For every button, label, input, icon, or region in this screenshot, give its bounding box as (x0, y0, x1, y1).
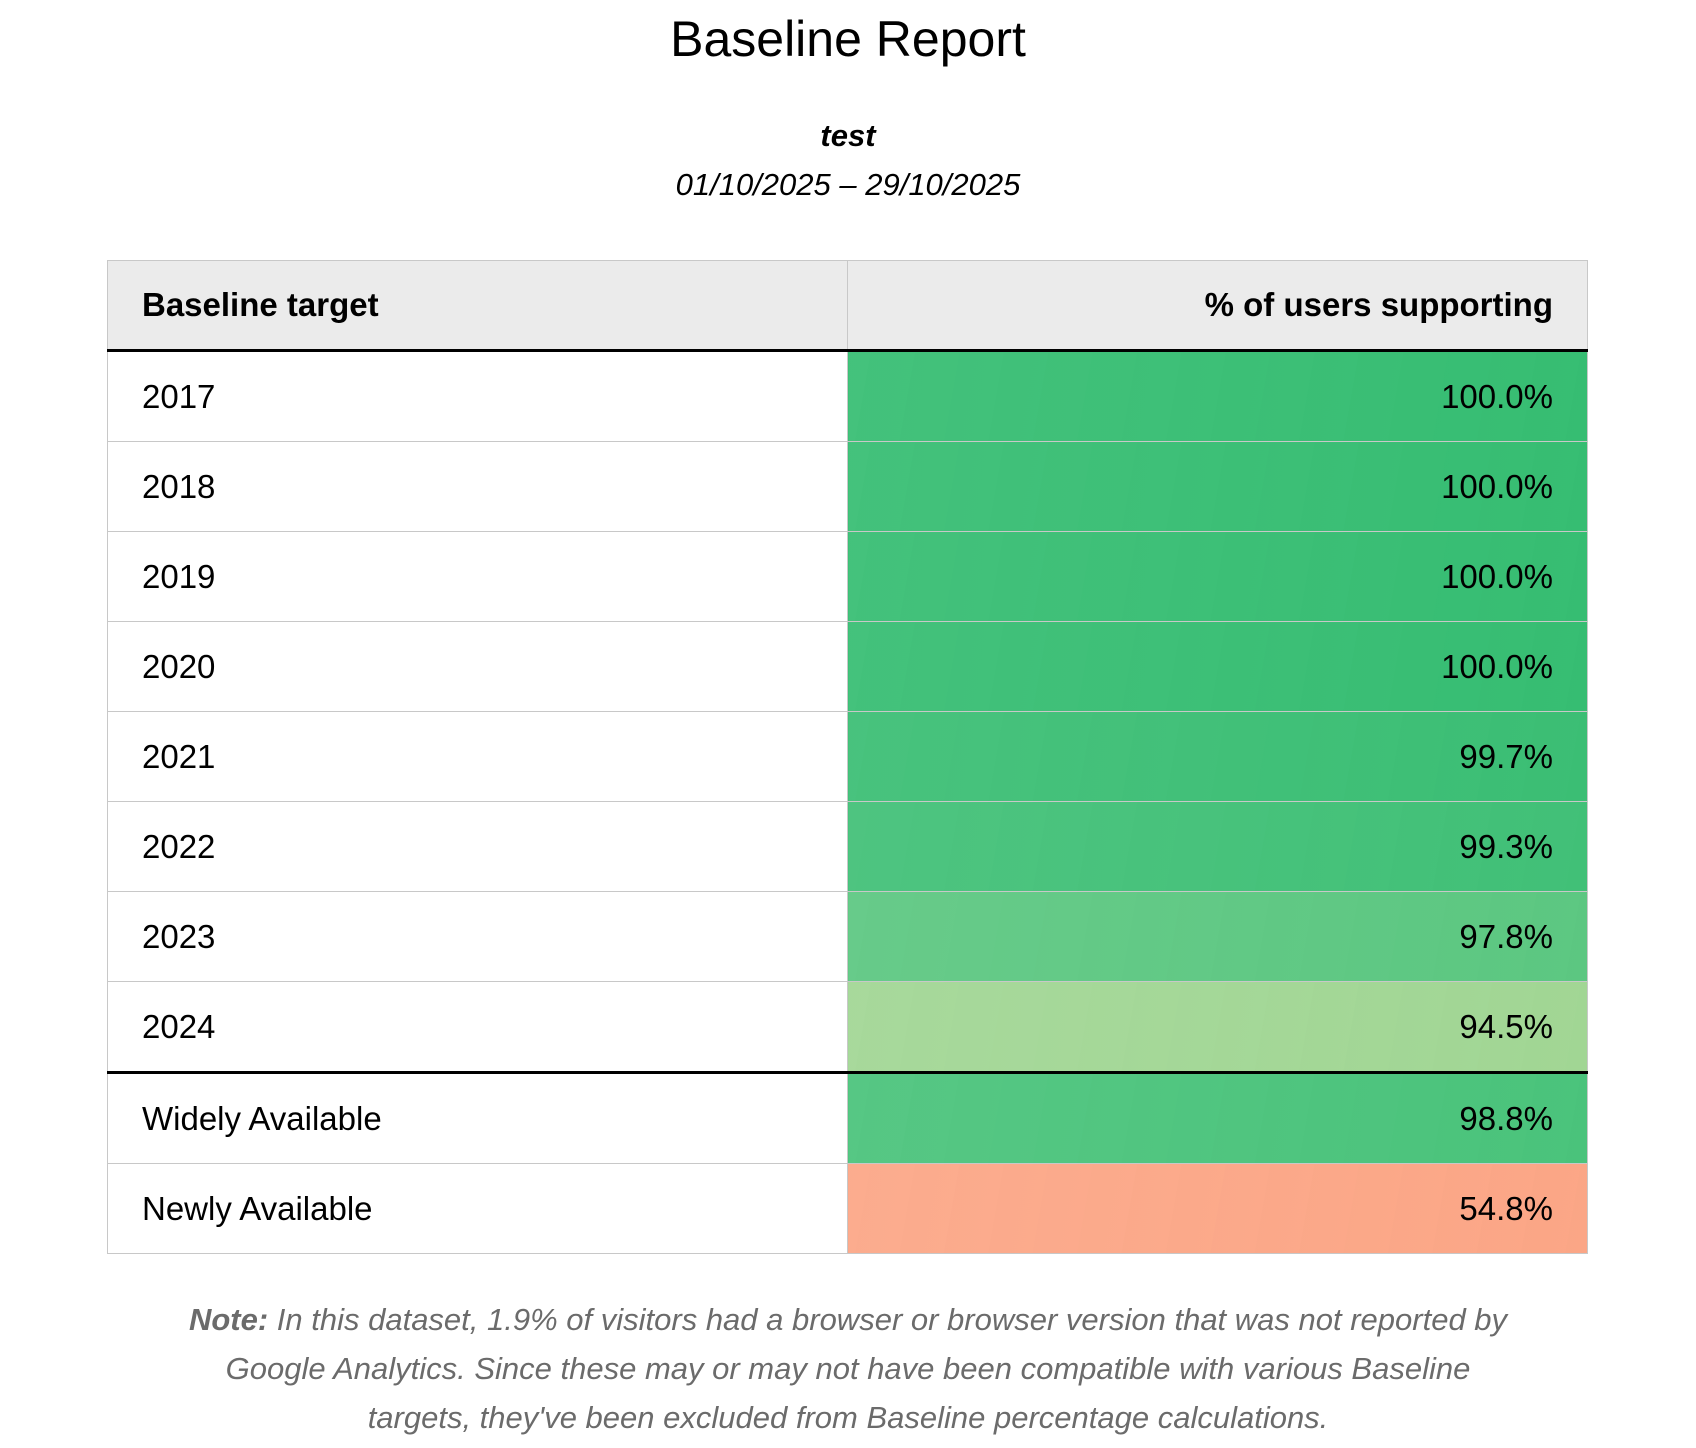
footnote: Note: In this dataset, 1.9% of visitors … (180, 1295, 1516, 1442)
baseline-target-cell: 2017 (107, 350, 848, 442)
table-row: 2018 100.0% (107, 441, 1588, 532)
table-row: 2024 94.5% (107, 981, 1588, 1074)
baseline-target-cell: 2018 (107, 441, 848, 532)
table-header-row: Baseline target % of users supporting (107, 260, 1588, 352)
header-baseline-target: Baseline target (107, 260, 848, 352)
baseline-table: Baseline target % of users supporting 20… (107, 260, 1588, 1254)
table-row: 2021 99.7% (107, 711, 1588, 802)
percent-supporting-cell: 100.0% (847, 350, 1588, 442)
table-row: Newly Available 54.8% (107, 1163, 1588, 1254)
site-name: test (820, 118, 876, 153)
percent-supporting-cell: 54.8% (847, 1163, 1588, 1254)
percent-supporting-cell: 99.3% (847, 801, 1588, 892)
percent-supporting-cell: 100.0% (847, 441, 1588, 532)
baseline-target-cell: 2020 (107, 621, 848, 712)
header-percent-supporting: % of users supporting (847, 260, 1588, 352)
percent-supporting-cell: 100.0% (847, 531, 1588, 622)
baseline-target-cell: Newly Available (107, 1163, 848, 1254)
table-row: Widely Available 98.8% (107, 1072, 1588, 1164)
baseline-target-cell: 2024 (107, 981, 848, 1074)
baseline-target-cell: 2021 (107, 711, 848, 802)
table-row: 2023 97.8% (107, 891, 1588, 982)
page-title: Baseline Report (670, 11, 1026, 67)
percent-supporting-cell: 98.8% (847, 1072, 1588, 1164)
note-text: In this dataset, 1.9% of visitors had a … (225, 1302, 1508, 1435)
table-row: 2017 100.0% (107, 350, 1588, 442)
percent-supporting-cell: 100.0% (847, 621, 1588, 712)
table-row: 2022 99.3% (107, 801, 1588, 892)
percent-supporting-cell: 94.5% (847, 981, 1588, 1074)
baseline-target-cell: Widely Available (107, 1072, 848, 1164)
percent-supporting-cell: 97.8% (847, 891, 1588, 982)
table-row: 2020 100.0% (107, 621, 1588, 712)
percent-supporting-cell: 99.7% (847, 711, 1588, 802)
table-row: 2019 100.0% (107, 531, 1588, 622)
baseline-target-cell: 2023 (107, 891, 848, 982)
baseline-target-cell: 2019 (107, 531, 848, 622)
note-label: Note: (188, 1302, 269, 1337)
date-range: 01/10/2025 – 29/10/2025 (675, 167, 1021, 202)
baseline-target-cell: 2022 (107, 801, 848, 892)
